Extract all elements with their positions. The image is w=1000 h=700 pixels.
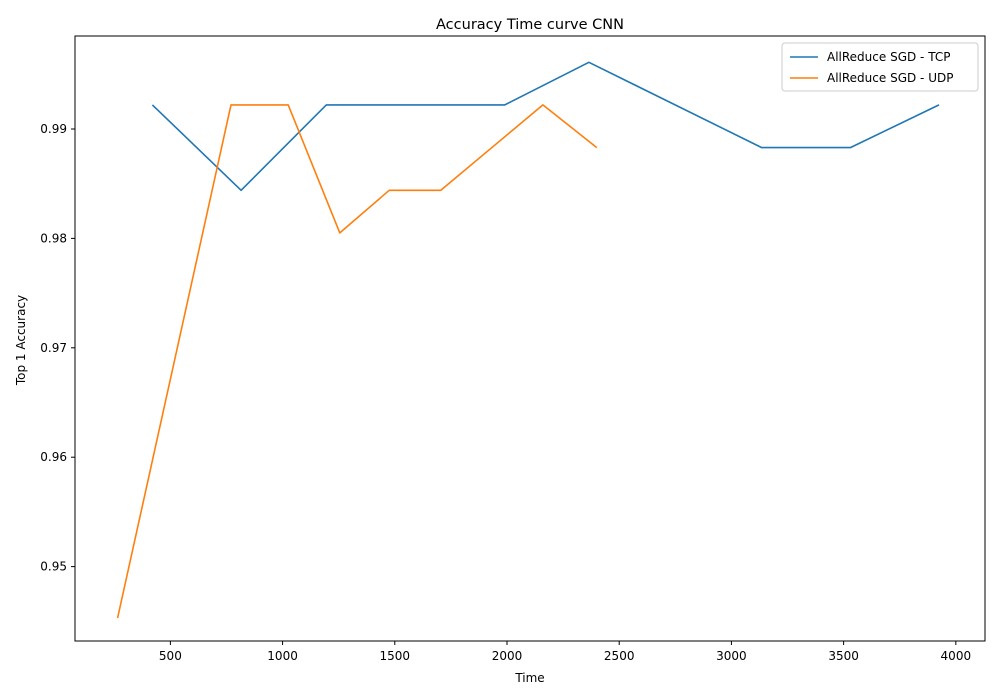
legend: AllReduce SGD - TCP AllReduce SGD - UDP (781, 42, 979, 92)
x-tick-label: 4000 (941, 649, 972, 663)
x-tick-label: 500 (159, 649, 182, 663)
x-axis-label: Time (514, 671, 544, 685)
legend-box (781, 42, 979, 92)
y-axis-label: Top 1 Accuracy (14, 295, 28, 386)
plot-frame (74, 35, 986, 642)
x-tick-label: 1000 (267, 649, 298, 663)
chart-title: Accuracy Time curve CNN (436, 17, 624, 33)
legend-entry: AllReduce SGD - UDP (827, 71, 953, 85)
legend-entry: AllReduce SGD - TCP (827, 50, 950, 64)
x-tick-label: 3500 (828, 649, 859, 663)
y-tick-label: 0.98 (40, 231, 67, 245)
y-tick-label: 0.95 (40, 560, 67, 574)
x-axis: 500 1000 1500 2000 2500 3000 3500 4000 (159, 641, 971, 663)
y-tick-label: 0.97 (40, 341, 67, 355)
x-tick-label: 3000 (716, 649, 747, 663)
series-line-tcp (151, 61, 940, 192)
x-tick-label: 2000 (492, 649, 523, 663)
series-line-udp (116, 104, 598, 619)
plot-area (116, 61, 940, 619)
x-tick-label: 1500 (380, 649, 411, 663)
x-tick-label: 2500 (604, 649, 635, 663)
y-axis: 0.95 0.96 0.97 0.98 0.99 (40, 122, 75, 574)
y-tick-label: 0.96 (40, 450, 67, 464)
y-tick-label: 0.99 (40, 122, 67, 136)
